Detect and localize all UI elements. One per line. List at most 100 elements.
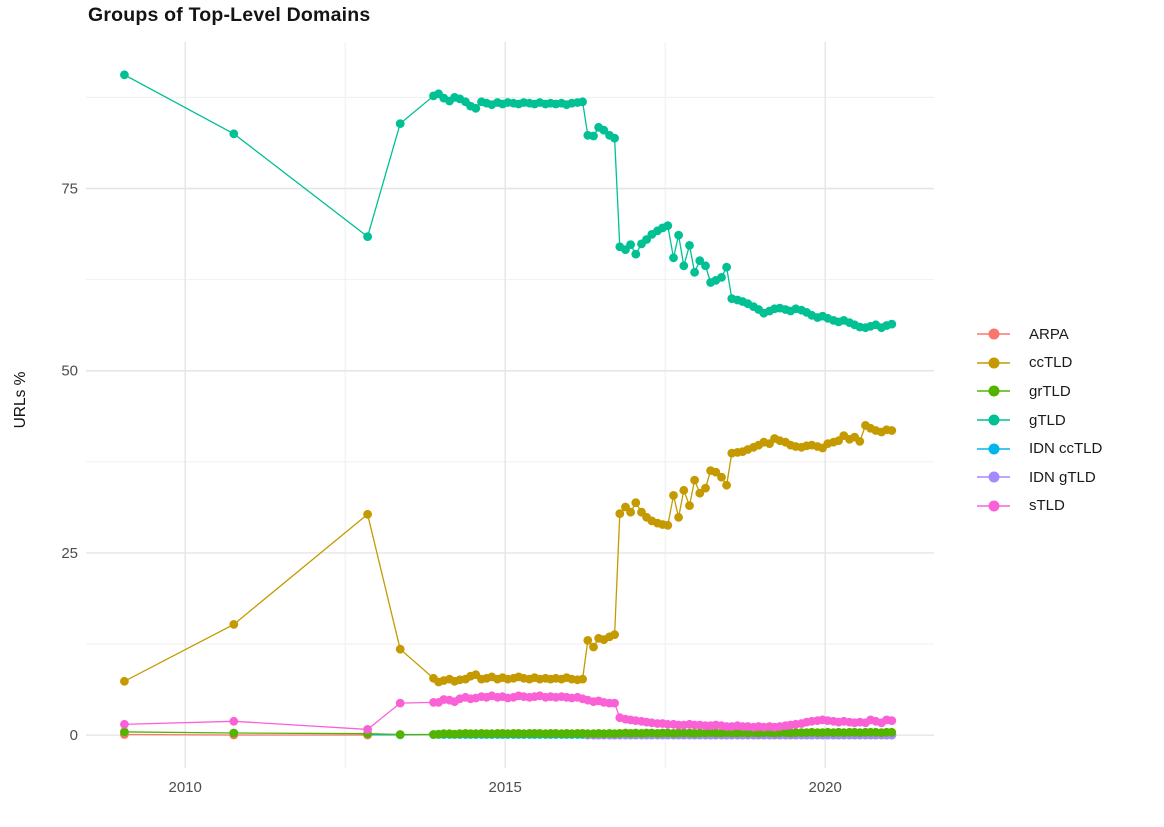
legend-item-label: sTLD	[1029, 497, 1065, 515]
legend-key-icon	[977, 377, 1010, 405]
legend-item-cctld: ccTLD	[977, 349, 1102, 378]
series-arpa	[120, 730, 372, 740]
legend-item-label: ARPA	[1029, 325, 1069, 343]
data-point	[690, 267, 699, 277]
series-line	[124, 74, 892, 329]
data-point	[589, 131, 598, 141]
legend-key-icon	[977, 492, 1010, 520]
series-line	[124, 424, 892, 683]
data-point	[626, 240, 635, 250]
legend-item-gtld: gTLD	[977, 406, 1102, 435]
data-point	[711, 467, 721, 477]
data-point	[690, 475, 699, 485]
data-point	[701, 483, 710, 493]
data-point	[578, 97, 587, 107]
data-point	[674, 230, 683, 240]
data-point	[669, 253, 678, 263]
y-tick-label: 75	[61, 181, 78, 198]
data-point	[679, 485, 689, 495]
data-point	[610, 630, 619, 639]
x-tick-label: 2010	[169, 779, 202, 796]
series-grtld	[120, 727, 897, 739]
data-point	[120, 70, 129, 80]
data-point	[626, 507, 635, 517]
data-point	[887, 426, 897, 435]
data-point	[685, 241, 694, 250]
data-point	[610, 698, 619, 708]
data-point	[395, 698, 405, 708]
legend-key-icon	[977, 320, 1010, 348]
series-gtld	[120, 70, 897, 333]
data-point	[887, 319, 897, 329]
data-point	[229, 129, 239, 139]
data-point	[583, 636, 593, 645]
data-point	[229, 728, 239, 738]
data-point	[363, 509, 372, 519]
legend-item-arpa: ARPA	[977, 320, 1102, 349]
legend-item-label: IDN gTLD	[1029, 468, 1096, 486]
data-point	[722, 480, 731, 490]
data-point	[887, 716, 897, 725]
series-line	[124, 733, 368, 736]
legend-key-icon	[977, 349, 1010, 377]
data-point	[679, 261, 689, 271]
y-tick-label: 50	[61, 363, 78, 380]
y-axis-tick-labels: 0 25 50 75	[61, 181, 78, 745]
data-point	[663, 221, 673, 231]
data-point	[120, 719, 129, 729]
x-axis-tick-labels: 2010 2015 2020	[169, 779, 842, 796]
data-point	[599, 125, 609, 135]
data-point	[363, 232, 372, 242]
data-point	[685, 501, 694, 510]
data-point	[395, 644, 405, 654]
data-point	[631, 249, 641, 259]
data-point	[395, 119, 405, 128]
data-point	[471, 103, 481, 113]
data-point	[615, 509, 625, 518]
data-point	[695, 488, 705, 498]
legend-item-label: ccTLD	[1029, 354, 1073, 372]
data-point	[717, 273, 726, 282]
gridlines-minor	[86, 42, 934, 768]
legend-key-icon	[977, 406, 1010, 434]
data-point	[695, 256, 705, 266]
x-tick-label: 2020	[809, 779, 842, 796]
gridlines-major	[86, 42, 934, 768]
legend-item-label: IDN ccTLD	[1029, 440, 1103, 458]
data-point	[674, 512, 683, 522]
legend-item-label: gTLD	[1029, 411, 1066, 429]
legend-item-stld: sTLD	[977, 492, 1102, 521]
legend-item-grtld: grTLD	[977, 377, 1102, 406]
legend-item-idn-gtld: IDN gTLD	[977, 463, 1102, 492]
data-point	[701, 261, 710, 271]
data-point	[578, 674, 587, 684]
legend: ARPA ccTLD grTLD gTLD IDN ccTLD IDN gTLD…	[977, 320, 1102, 520]
data-point	[663, 520, 673, 530]
legend-key-icon	[977, 435, 1010, 463]
legend-item-idn-cctld: IDN ccTLD	[977, 434, 1102, 463]
data-point	[887, 727, 897, 737]
chart-title: Groups of Top-Level Domains	[88, 4, 371, 26]
x-tick-label: 2015	[489, 779, 522, 796]
data-point	[855, 437, 865, 446]
data-point	[631, 498, 641, 508]
data-point	[610, 133, 619, 143]
data-point	[589, 642, 598, 652]
data-point	[363, 725, 372, 734]
data-point	[229, 620, 239, 629]
data-point	[722, 262, 731, 272]
data-point	[229, 716, 239, 726]
data-point	[669, 491, 678, 500]
data-point	[395, 730, 405, 739]
series-cctld	[120, 421, 897, 687]
series-stld	[120, 691, 897, 734]
legend-key-icon	[977, 463, 1010, 491]
data-point	[120, 727, 129, 737]
y-tick-label: 0	[70, 727, 78, 744]
data-point	[717, 472, 726, 482]
y-tick-label: 25	[61, 545, 78, 562]
legend-item-label: grTLD	[1029, 382, 1071, 400]
data-point	[120, 676, 129, 686]
